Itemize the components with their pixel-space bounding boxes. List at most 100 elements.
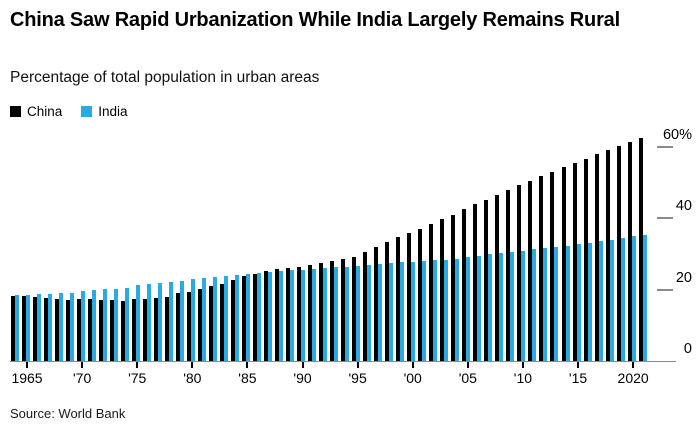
x-tick-2005: [466, 362, 469, 368]
bar-china-2007: [484, 199, 489, 361]
bar-china-1968: [54, 298, 59, 361]
bar-china-2019: [616, 145, 621, 361]
chart-title: China Saw Rapid Urbanization While India…: [10, 9, 620, 31]
bar-china-2013: [550, 171, 555, 361]
x-tick-label-2015: '15: [568, 370, 588, 386]
bar-china-2018: [605, 150, 610, 361]
bar-india-1973: [113, 288, 118, 361]
bar-india-1977: [157, 283, 162, 361]
bar-china-1978: [164, 297, 169, 361]
bar-china-1993: [330, 261, 335, 361]
bar-china-1994: [341, 259, 346, 361]
bar-india-1989: [290, 270, 294, 361]
bar-india-2001: [422, 261, 427, 361]
bar-china-1988: [274, 268, 279, 361]
bar-china-1967: [43, 298, 48, 361]
bar-india-1987: [267, 272, 272, 361]
bar-india-2019: [620, 238, 625, 361]
bar-india-2003: [444, 259, 449, 361]
y-tick-label-40: 40: [675, 198, 692, 215]
bar-china-1991: [308, 264, 313, 361]
bar-india-1993: [334, 267, 339, 361]
bar-india-2007: [488, 254, 493, 361]
bar-india-1986: [256, 273, 261, 361]
bar-india-2016: [587, 242, 592, 361]
legend-label-india: India: [98, 104, 128, 119]
bar-china-1976: [142, 298, 147, 361]
bar-china-1980: [186, 291, 191, 361]
bar-india-2005: [466, 256, 471, 361]
bar-china-1975: [131, 299, 136, 361]
bar-china-2011: [528, 180, 533, 361]
bar-china-2005: [462, 209, 467, 361]
bar-china-1971: [87, 299, 92, 361]
bar-india-1990: [301, 269, 306, 361]
bar-china-2001: [418, 228, 423, 361]
bar-china-1992: [319, 263, 324, 361]
y-tick-60: [657, 145, 673, 148]
bar-india-1971: [91, 289, 96, 361]
y-tick-20: [657, 288, 673, 291]
x-tick-label-1985: '85: [238, 370, 257, 386]
bar-china-2002: [429, 223, 434, 361]
bar-india-1979: [179, 281, 184, 361]
bar-china-1998: [385, 242, 390, 361]
bar-india-1967: [47, 293, 52, 361]
x-tick-label-1995: '95: [348, 370, 367, 386]
bar-china-2003: [440, 219, 445, 361]
bar-china-1987: [263, 270, 268, 361]
bar-china-2004: [451, 214, 456, 361]
bar-india-2015: [576, 244, 581, 361]
x-tick-label-1975: '75: [128, 370, 147, 386]
source-note: Source: World Bank: [10, 406, 126, 421]
x-tick-1980: [191, 362, 194, 368]
bar-india-2013: [554, 246, 559, 361]
y-tick-label-0: 0: [683, 341, 692, 357]
x-tick-1985: [246, 362, 249, 368]
bar-china-1999: [396, 236, 401, 361]
bar-india-2006: [477, 255, 482, 361]
legend: China India: [10, 104, 128, 119]
bar-china-1984: [230, 280, 235, 361]
bar-china-1982: [208, 285, 213, 361]
bar-china-1989: [286, 267, 290, 361]
x-tick-label-2020: 2020: [617, 370, 649, 386]
bar-india-1995: [356, 266, 361, 361]
y-tick-label-60: 60%: [662, 126, 692, 143]
bar-india-1969: [69, 292, 74, 361]
bar-china-1996: [363, 252, 368, 361]
x-tick-2020: [632, 362, 635, 368]
bar-china-2020: [627, 141, 632, 361]
x-axis-line: [10, 361, 676, 362]
x-tick-label-2010: '10: [513, 370, 533, 386]
bar-china-2000: [407, 233, 412, 361]
bar-india-1994: [345, 266, 350, 361]
bar-china-2012: [539, 176, 544, 361]
bar-china-2015: [572, 163, 577, 361]
bar-india-1988: [278, 271, 283, 361]
bar-china-1997: [374, 247, 379, 361]
x-tick-label-2000: '00: [403, 370, 422, 386]
bar-india-1998: [389, 263, 394, 361]
bar-china-2016: [583, 158, 588, 361]
bar-china-2010: [517, 185, 522, 361]
bar-china-1977: [153, 298, 158, 361]
bar-china-1974: [120, 300, 125, 361]
bar-china-1995: [352, 257, 357, 361]
bar-china-1970: [76, 298, 81, 361]
bar-india-1964: [14, 295, 19, 361]
x-tick-1995: [356, 362, 359, 368]
bar-india-2002: [433, 260, 438, 361]
china-swatch-icon: [10, 106, 21, 117]
bar-india-1980: [190, 278, 195, 361]
bar-india-2014: [565, 245, 570, 361]
bar-india-2008: [499, 253, 504, 361]
bar-china-1969: [65, 299, 70, 361]
bar-china-1964: [10, 296, 15, 361]
x-tick-1970: [81, 362, 84, 368]
x-tick-2010: [521, 362, 524, 368]
bar-china-2006: [473, 204, 478, 361]
bar-india-1996: [367, 265, 372, 361]
x-tick-label-1965: 1965: [11, 370, 43, 386]
